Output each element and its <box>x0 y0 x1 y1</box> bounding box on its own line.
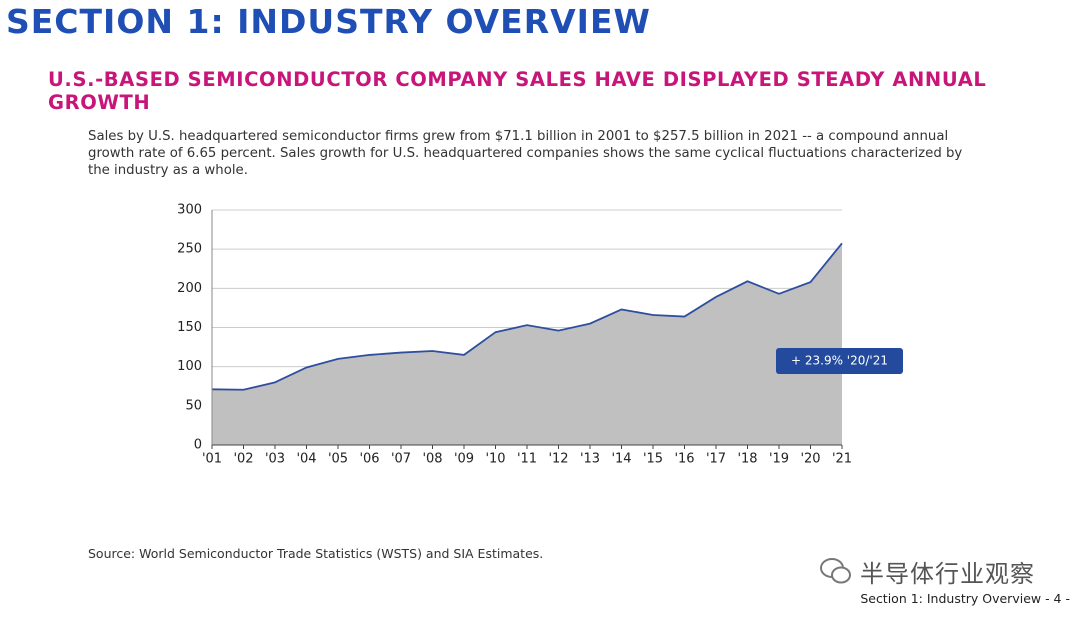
x-tick-label: '09 <box>454 452 474 467</box>
x-tick-label: '19 <box>769 452 789 467</box>
description: Sales by U.S. headquartered semiconducto… <box>88 129 963 178</box>
annotation: + 23.9% '20/'21 <box>791 354 888 368</box>
x-tick-label: '06 <box>359 452 379 467</box>
y-tick-label: 100 <box>177 359 202 374</box>
x-tick-label: '01 <box>202 452 222 467</box>
y-tick-label: 0 <box>194 438 202 453</box>
x-tick-label: '14 <box>611 452 631 467</box>
headline: U.S.-BASED SEMICONDUCTOR COMPANY SALES H… <box>48 68 987 114</box>
annotation-box <box>776 348 903 374</box>
x-tick-label: '18 <box>737 452 757 467</box>
x-tick-label: '04 <box>296 452 316 467</box>
x-tick-label: '10 <box>485 452 505 467</box>
x-tick-label: '07 <box>391 452 411 467</box>
footer: Section 1: Industry Overview - 4 - <box>860 591 1070 606</box>
x-tick-label: '15 <box>643 452 663 467</box>
chart: 0 50 100 150 200 250 300 '01 '02 '03 '04 '05 '06 '07 '… <box>177 203 903 467</box>
y-tick-label: 300 <box>177 203 202 218</box>
wechat-icon <box>820 558 851 584</box>
watermark: 半导体行业观察 <box>860 560 1035 588</box>
area <box>212 243 842 445</box>
y-tick-label: 150 <box>177 320 202 335</box>
x-tick-label: '12 <box>548 452 568 467</box>
x-tick-label: '13 <box>580 452 600 467</box>
x-tick-label: '05 <box>328 452 348 467</box>
section-title: SECTION 1: INDUSTRY OVERVIEW <box>6 2 651 41</box>
x-tick-label: '16 <box>674 452 694 467</box>
x-tick-label: '20 <box>800 452 820 467</box>
y-tick-label: 50 <box>185 398 202 413</box>
x-tick-label: '08 <box>422 452 442 467</box>
x-tick-label: '02 <box>233 452 253 467</box>
x-tick-label: '03 <box>265 452 285 467</box>
line <box>211 242 843 391</box>
y-tick-label: 250 <box>177 242 202 257</box>
x-tick-label: '21 <box>832 452 852 467</box>
source: Source: World Semiconductor Trade Statis… <box>88 546 544 561</box>
x-tick-label: '17 <box>706 452 726 467</box>
x-tick-label: '11 <box>517 452 537 467</box>
y-tick-label: 200 <box>177 281 202 296</box>
